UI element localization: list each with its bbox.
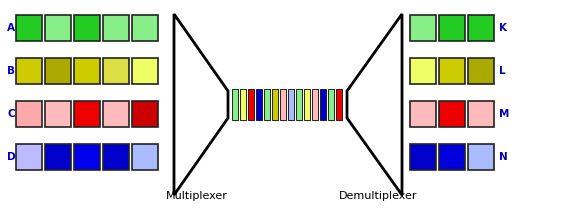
Bar <box>439 58 465 84</box>
Bar <box>296 89 302 120</box>
Bar <box>16 58 42 84</box>
Bar <box>248 89 254 120</box>
Bar <box>132 58 158 84</box>
Text: L: L <box>499 66 505 76</box>
Bar <box>328 89 334 120</box>
Text: D: D <box>7 152 16 162</box>
Bar <box>304 89 310 120</box>
Bar <box>468 15 494 41</box>
Bar <box>132 15 158 41</box>
Bar <box>320 89 326 120</box>
Text: B: B <box>7 66 15 76</box>
Bar <box>103 15 129 41</box>
Bar <box>468 101 494 127</box>
Text: A: A <box>7 23 15 33</box>
Bar <box>468 58 494 84</box>
Text: N: N <box>499 152 508 162</box>
Bar <box>410 15 436 41</box>
Bar <box>439 144 465 170</box>
Bar <box>410 144 436 170</box>
Bar <box>74 58 100 84</box>
Bar <box>312 89 318 120</box>
Bar <box>288 89 294 120</box>
Bar <box>103 144 129 170</box>
Bar <box>74 144 100 170</box>
Bar <box>74 101 100 127</box>
Bar <box>16 101 42 127</box>
Bar <box>232 89 238 120</box>
Bar <box>45 58 71 84</box>
Bar <box>45 15 71 41</box>
Bar <box>439 101 465 127</box>
Bar <box>103 101 129 127</box>
Bar <box>439 15 465 41</box>
Bar <box>272 89 278 120</box>
Bar <box>16 144 42 170</box>
Bar <box>410 101 436 127</box>
Bar <box>74 15 100 41</box>
Bar <box>240 89 246 120</box>
Bar <box>410 58 436 84</box>
Bar <box>45 144 71 170</box>
Bar <box>45 101 71 127</box>
Bar <box>132 101 158 127</box>
Bar <box>280 89 286 120</box>
Text: M: M <box>499 109 509 119</box>
Bar <box>16 15 42 41</box>
Text: Demultiplexer: Demultiplexer <box>339 191 417 201</box>
Text: K: K <box>499 23 507 33</box>
Bar <box>336 89 342 120</box>
Bar <box>256 89 262 120</box>
Text: C: C <box>7 109 14 119</box>
Bar <box>468 144 494 170</box>
Bar <box>103 58 129 84</box>
Bar <box>264 89 270 120</box>
Bar <box>132 144 158 170</box>
Text: Multiplexer: Multiplexer <box>166 191 228 201</box>
